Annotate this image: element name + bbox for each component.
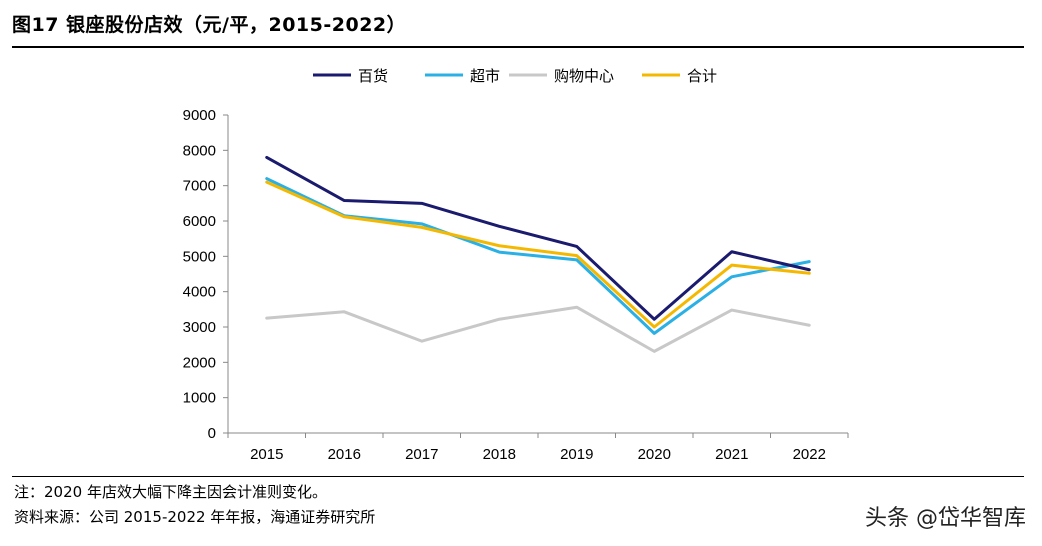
chart-source: 资料来源：公司 2015-2022 年年报，海通证券研究所	[14, 508, 376, 526]
data-point-购物中心	[575, 306, 578, 309]
data-point-合计	[575, 254, 578, 257]
x-tick-label: 2022	[793, 446, 826, 463]
data-point-百货	[265, 156, 268, 159]
data-point-合计	[498, 244, 501, 247]
y-tick-label: 2000	[183, 354, 216, 371]
data-point-购物中心	[730, 308, 733, 312]
data-point-合计	[420, 226, 423, 229]
y-tick-label: 6000	[183, 213, 216, 230]
data-point-超市	[265, 177, 268, 180]
chart-note: 注：2020 年店效大幅下降主因会计准则变化。	[14, 483, 327, 501]
legend-label: 合计	[687, 67, 717, 85]
data-point-合计	[730, 263, 733, 267]
y-tick-label: 5000	[183, 248, 216, 265]
y-tick-label: 9000	[183, 107, 216, 124]
y-tick-label: 7000	[183, 178, 216, 195]
x-tick-label: 2021	[715, 446, 748, 463]
data-point-百货	[653, 318, 656, 321]
data-point-百货	[498, 225, 501, 228]
data-point-超市	[730, 275, 733, 279]
data-point-合计	[265, 180, 268, 184]
data-point-购物中心	[498, 318, 501, 321]
data-point-合计	[653, 325, 656, 329]
data-point-超市	[808, 260, 811, 263]
x-tick-label: 2019	[560, 446, 593, 463]
watermark: 头条 @岱华智库	[865, 506, 1026, 531]
data-point-合计	[808, 272, 811, 275]
data-point-购物中心	[808, 324, 811, 327]
x-tick-label: 2018	[483, 446, 516, 463]
legend-label: 购物中心	[554, 67, 614, 85]
data-point-购物中心	[420, 339, 423, 343]
x-tick-label: 2015	[250, 446, 283, 463]
data-point-购物中心	[265, 316, 268, 320]
data-point-购物中心	[343, 310, 346, 314]
data-point-百货	[343, 199, 346, 202]
data-point-百货	[420, 202, 423, 205]
series-line-合计	[265, 180, 811, 329]
data-point-购物中心	[653, 350, 656, 353]
y-tick-label: 8000	[183, 142, 216, 159]
legend-label: 百货	[358, 67, 388, 85]
data-point-超市	[653, 332, 656, 335]
data-point-百货	[575, 245, 578, 248]
y-tick-label: 4000	[183, 284, 216, 301]
data-point-超市	[575, 258, 578, 262]
data-point-百货	[730, 250, 733, 253]
x-tick-label: 2017	[405, 446, 438, 463]
footer-rule	[12, 476, 1024, 477]
series-line-购物中心	[265, 305, 811, 353]
chart-title: 图17 银座股份店效（元/平，2015-2022）	[12, 14, 407, 36]
series-line-百货	[265, 155, 811, 321]
title-rule	[12, 46, 1024, 48]
data-point-超市	[420, 222, 423, 226]
y-tick-label: 1000	[183, 390, 216, 407]
x-tick-label: 2020	[638, 446, 671, 463]
y-tick-label: 0	[208, 425, 216, 442]
data-point-合计	[343, 215, 346, 218]
legend-label: 超市	[470, 67, 500, 85]
y-tick-label: 3000	[183, 319, 216, 336]
data-point-百货	[808, 268, 811, 271]
x-tick-label: 2016	[328, 446, 361, 463]
data-point-超市	[498, 250, 501, 254]
